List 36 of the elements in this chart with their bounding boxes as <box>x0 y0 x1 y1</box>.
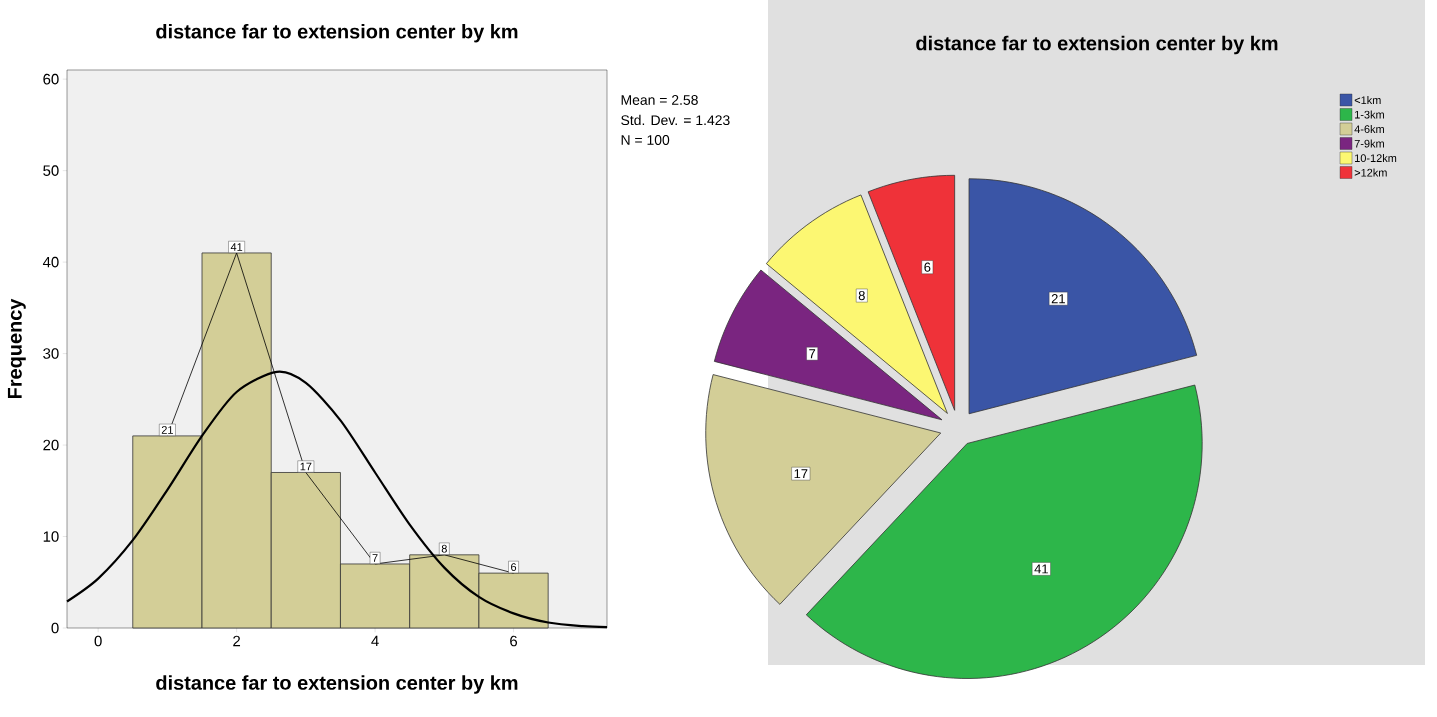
y-tick-label: 20 <box>43 439 59 451</box>
chart-title: distance far to extension center by km <box>156 23 518 43</box>
data-label: 17 <box>794 469 808 479</box>
data-label: 7 <box>372 554 378 562</box>
data-label: 8 <box>441 544 447 553</box>
data-label: 21 <box>161 426 173 434</box>
data-label: 6 <box>924 262 931 272</box>
text: Std. Dev. = 1.423 <box>621 114 730 126</box>
legend-label: >12km <box>1354 168 1387 177</box>
data-label: 17 <box>300 462 312 471</box>
x-axis-title: distance far to extension center by km <box>156 675 518 694</box>
x-tick-label: 0 <box>94 635 102 647</box>
data-label: 8 <box>858 290 865 301</box>
y-tick-label: 0 <box>51 622 59 634</box>
y-tick-label: 40 <box>42 256 59 268</box>
y-tick-label: 60 <box>43 73 59 85</box>
y-tick-label: 10 <box>43 531 59 542</box>
legend-label: 10-12km <box>1355 153 1397 163</box>
legend-label: 4-6km <box>1354 124 1384 134</box>
data-label: 7 <box>809 349 816 359</box>
x-tick-label: 6 <box>510 635 518 647</box>
legend-label: 7-9km <box>1354 139 1384 148</box>
data-label: 41 <box>1034 564 1048 574</box>
data-label: 21 <box>1051 294 1065 304</box>
legend-label: 1-3km <box>1355 110 1384 119</box>
data-label: 6 <box>511 563 517 571</box>
text: Mean = 2.58 <box>621 95 698 105</box>
data-label: 41 <box>230 243 243 251</box>
y-tick-label: 50 <box>43 165 59 176</box>
text: N = 100 <box>621 135 670 145</box>
x-tick-label: 4 <box>371 635 379 647</box>
x-tick-label: 2 <box>233 635 241 647</box>
chart-title: distance far to extension center by km <box>916 35 1278 55</box>
y-tick-label: 30 <box>43 348 59 359</box>
legend-label: <1km <box>1354 96 1381 104</box>
y-axis-title: Frequency <box>7 298 26 399</box>
